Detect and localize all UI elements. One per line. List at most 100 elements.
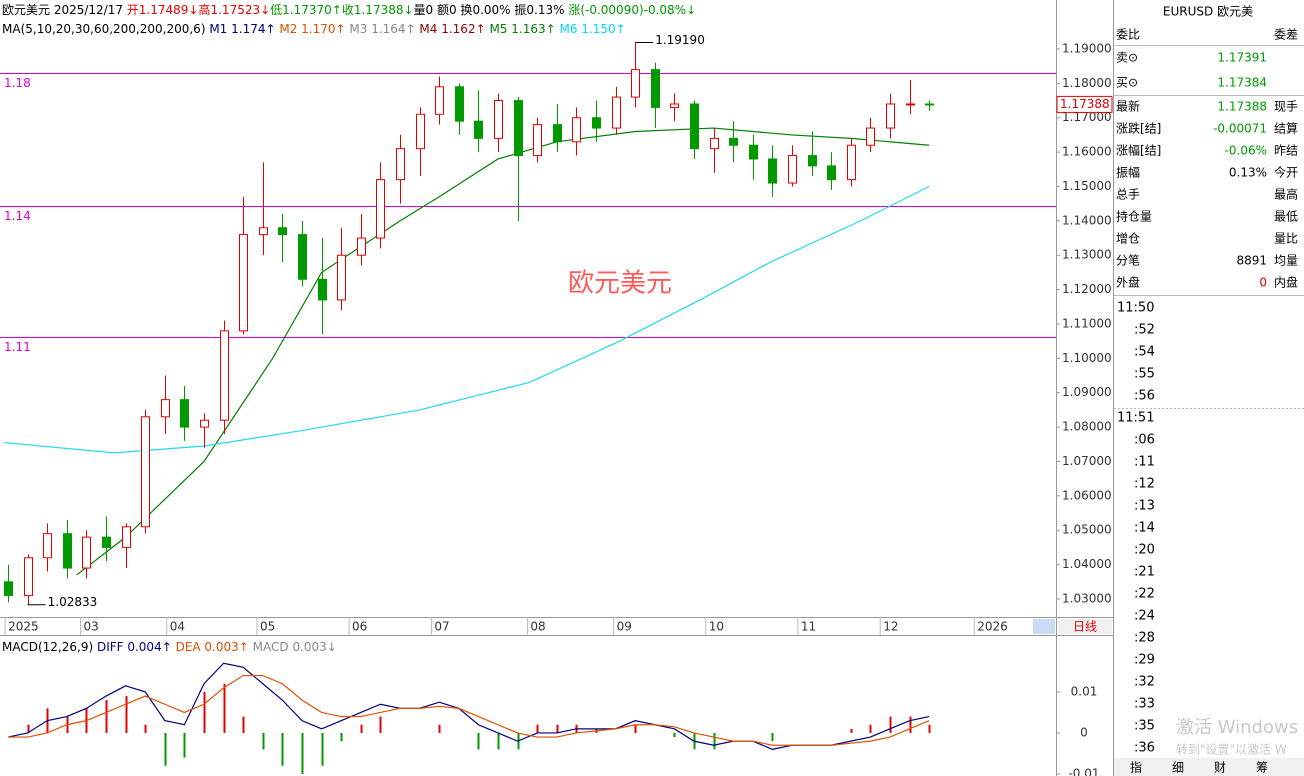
macd-y-tick-label: 0.01 bbox=[1071, 684, 1098, 698]
period-tab[interactable] bbox=[1058, 619, 1112, 634]
info-part: M6 1.150↑ bbox=[559, 22, 625, 36]
info-part: M1 1.174↑ bbox=[209, 22, 279, 36]
tick-time: :22 bbox=[1134, 587, 1155, 602]
tick-time: 11:51 bbox=[1117, 411, 1154, 426]
tick-time: :29 bbox=[1134, 653, 1155, 668]
info-part: 开1.17489↓ bbox=[127, 3, 199, 17]
macd-dea-line bbox=[8, 674, 930, 746]
candle-body bbox=[435, 86, 444, 115]
info-line: MA(5,10,20,30,60,200,200,200,6) M1 1.174… bbox=[2, 22, 626, 36]
scroll-thumb[interactable] bbox=[1033, 619, 1055, 634]
candle-body bbox=[572, 117, 581, 143]
candle-body bbox=[553, 124, 562, 143]
x-tick-label: 06 bbox=[352, 620, 367, 634]
candle-body bbox=[808, 155, 817, 167]
tick-time: :35 bbox=[1134, 719, 1155, 734]
x-tick-label: 11 bbox=[801, 620, 816, 634]
quote-label: 总手 bbox=[1116, 188, 1140, 202]
tick-time: :24 bbox=[1134, 609, 1155, 624]
tick-time: :11 bbox=[1134, 455, 1155, 470]
candle-body bbox=[239, 234, 248, 332]
candle-body bbox=[318, 278, 327, 301]
horizontal-line-label: 1.14 bbox=[4, 209, 31, 223]
y-tick-label: 1.04000 bbox=[1062, 557, 1112, 571]
info-part: 收1.17388↓ bbox=[342, 3, 414, 17]
candle-body bbox=[612, 96, 621, 129]
quote-label: 均量 bbox=[1274, 254, 1298, 268]
y-tick-label: 1.10000 bbox=[1062, 351, 1112, 365]
y-tick-label: 1.16000 bbox=[1062, 145, 1112, 159]
tick-time: :12 bbox=[1134, 477, 1155, 492]
quote-value: -0.00071 bbox=[1213, 122, 1267, 136]
x-tick-label: 03 bbox=[84, 620, 99, 634]
candle-body bbox=[847, 144, 856, 181]
candle-body bbox=[376, 179, 385, 239]
x-tick-label: 10 bbox=[709, 620, 724, 634]
candle-body bbox=[200, 419, 209, 428]
x-tick-label: 2025 bbox=[8, 620, 39, 634]
tick-time: :52 bbox=[1134, 323, 1155, 338]
info-part: MACD(12,26,9) bbox=[2, 640, 97, 654]
quote-label: 委比 bbox=[1116, 28, 1140, 42]
quote-label: 量比 bbox=[1274, 232, 1298, 246]
quote-value: 8891 bbox=[1236, 254, 1267, 268]
candle-body bbox=[514, 100, 523, 157]
info-part: MACD 0.003↓ bbox=[253, 640, 337, 654]
info-part: 量0 额0 换0.00% 振0.13% bbox=[414, 3, 569, 17]
quote-label: 最低 bbox=[1274, 210, 1298, 224]
tick-time: :20 bbox=[1134, 543, 1155, 558]
candle-body bbox=[788, 155, 797, 184]
tick-time: :06 bbox=[1134, 433, 1155, 448]
quote-label: 外盘 bbox=[1116, 275, 1140, 290]
candle-body bbox=[43, 533, 52, 559]
candle-body bbox=[866, 127, 875, 146]
candle-body bbox=[122, 526, 131, 548]
panel-tab[interactable]: 指 bbox=[1130, 760, 1142, 775]
candle-body bbox=[827, 165, 836, 181]
panel-tab[interactable]: 筹 bbox=[1256, 761, 1268, 775]
candle-body bbox=[768, 158, 777, 184]
y-tick-label: 1.13000 bbox=[1062, 248, 1112, 262]
quote-label: 内盘 bbox=[1274, 275, 1298, 290]
panel-tab[interactable]: 细 bbox=[1172, 761, 1184, 775]
quote-label: 今开 bbox=[1274, 165, 1298, 180]
candle-body bbox=[180, 399, 189, 428]
candle-body bbox=[494, 100, 503, 139]
info-part: 低1.17370↑ bbox=[270, 3, 342, 17]
info-line: 欧元美元 2025/12/17 开1.17489↓高1.17523↓低1.173… bbox=[2, 2, 696, 17]
candle-body bbox=[474, 120, 483, 139]
quote-label: 卖⊙ bbox=[1116, 51, 1138, 65]
os-watermark: 转到"设置"以激活 W bbox=[1176, 742, 1287, 757]
info-part: M4 1.162↑ bbox=[419, 22, 489, 36]
quote-label: 增仓 bbox=[1116, 232, 1140, 246]
tick-time: 11:50 bbox=[1117, 301, 1154, 316]
quote-label: 结算 bbox=[1274, 121, 1298, 136]
candle-body bbox=[357, 237, 366, 256]
info-part: DIFF 0.004↑ bbox=[97, 640, 176, 654]
candle-body bbox=[259, 227, 268, 236]
quote-label: 最新 bbox=[1116, 99, 1140, 114]
quote-label: 分笔 bbox=[1116, 253, 1140, 268]
candle-body bbox=[592, 117, 601, 129]
y-tick-label: 1.15000 bbox=[1062, 179, 1112, 193]
info-part: M5 1.163↑ bbox=[489, 22, 559, 36]
chart-watermark: 欧元美元 bbox=[568, 269, 672, 299]
y-tick-label: 1.07000 bbox=[1062, 454, 1112, 468]
quote-label: 持仓量 bbox=[1116, 209, 1152, 224]
tick-time: :55 bbox=[1134, 367, 1155, 382]
info-part: 涨(-0.00090)-0.08%↓ bbox=[568, 2, 696, 17]
tick-time: :14 bbox=[1134, 521, 1155, 536]
candle-body bbox=[710, 137, 719, 150]
price-tag-label: 1.17388 bbox=[1060, 97, 1110, 111]
candle-body bbox=[925, 103, 934, 106]
quote-label: 涨跌[结] bbox=[1116, 121, 1161, 136]
panel-tab[interactable]: 财 bbox=[1214, 761, 1226, 775]
x-tick-label: 07 bbox=[434, 620, 449, 634]
y-tick-label: 1.08000 bbox=[1062, 420, 1112, 434]
y-tick-label: 1.17000 bbox=[1062, 110, 1112, 124]
candle-body bbox=[906, 103, 915, 106]
info-part: M3 1.164↑ bbox=[349, 22, 419, 36]
